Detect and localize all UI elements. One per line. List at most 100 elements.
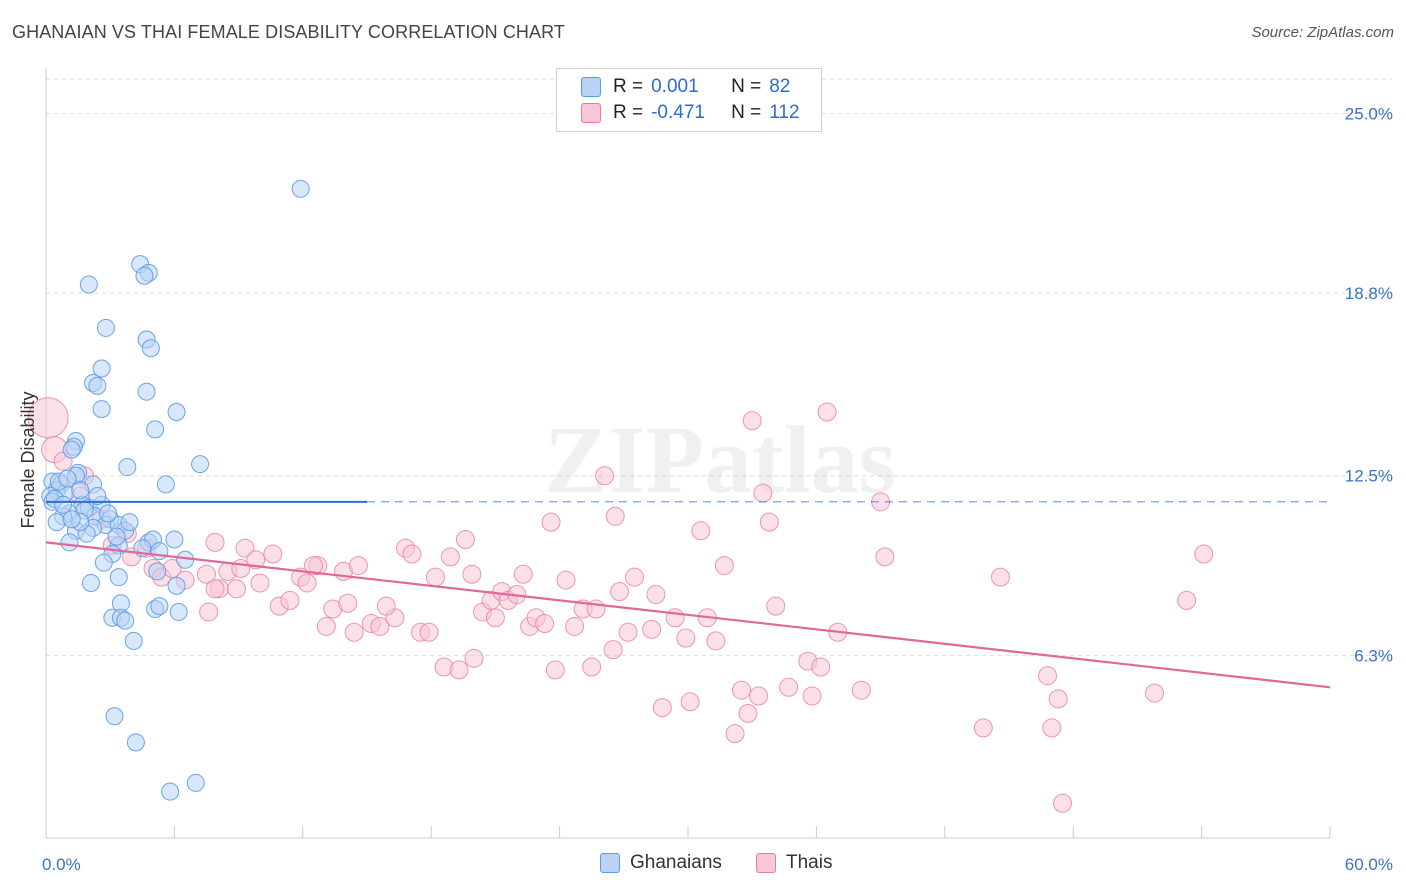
ghanaians-point: [79, 275, 98, 294]
thais-point: [875, 547, 895, 567]
ghanaians-point: [148, 562, 167, 581]
thais-point: [1177, 590, 1197, 610]
thais-point: [226, 579, 246, 599]
ghanaians-point: [291, 179, 310, 198]
thais-point: [642, 619, 662, 639]
thais-point: [691, 521, 711, 541]
ghanaians-point: [167, 576, 186, 595]
ghanaians-point: [105, 707, 124, 726]
legend-item-ghanaians: Ghanaians: [600, 852, 722, 874]
thais-point: [304, 556, 323, 576]
x-tick-label: 0.0%: [42, 855, 81, 874]
thais-point: [605, 506, 625, 526]
ghanaians-point: [81, 573, 100, 592]
thais-point: [338, 593, 358, 613]
thais-point: [556, 570, 576, 590]
thais-point: [376, 596, 396, 616]
thais-point: [759, 512, 779, 532]
thais-point: [725, 724, 745, 744]
legend-r-label: R =: [613, 76, 644, 97]
ghanaians-point: [109, 568, 128, 587]
y-tick-label: 6.3%: [1354, 646, 1393, 665]
ghanaians-point: [99, 504, 118, 523]
ghanaians-point: [124, 631, 143, 650]
legend-row-thais: R = -0.471 N = 112: [581, 101, 800, 125]
legend-r-value: 0.001: [651, 76, 699, 97]
ghanaians-point: [191, 455, 210, 474]
thais-point: [811, 657, 831, 677]
thais-point: [742, 411, 762, 431]
ghanaians-point: [169, 602, 188, 621]
thais-point: [749, 686, 769, 706]
thais-point: [646, 585, 666, 605]
ghanaians-point: [165, 530, 184, 549]
thais-point: [197, 564, 216, 584]
ghanaians-point: [186, 773, 205, 792]
ghanaians-point: [135, 266, 154, 285]
watermark: ZIPatlas: [544, 406, 896, 513]
ghanaians-point: [116, 611, 135, 630]
legend-swatch-blue: [581, 77, 601, 97]
x-tick-label: 60.0%: [1345, 855, 1393, 874]
ghanaians-point: [60, 533, 79, 552]
x-tick-labels: 0.0% 60.0%: [42, 855, 1393, 874]
ghanaians-point: [54, 495, 73, 514]
thais-point: [618, 622, 638, 642]
thais-point: [565, 616, 585, 636]
thais-point: [462, 564, 482, 584]
thais-point: [263, 544, 283, 564]
thais-point: [370, 616, 390, 636]
ghanaians-point: [62, 510, 81, 529]
legend-label-thais: Thais: [786, 852, 833, 873]
thais-point: [603, 640, 623, 660]
thais-point: [706, 631, 726, 651]
thais-point: [676, 628, 696, 648]
thais-point: [817, 402, 837, 422]
legend-n-label: N =: [731, 102, 762, 123]
thais-point: [851, 680, 871, 700]
ghanaians-point: [62, 440, 81, 459]
thais-point: [625, 567, 644, 587]
thais-point: [402, 544, 422, 564]
thais-point: [738, 703, 758, 723]
ghanaians-point: [107, 527, 126, 546]
thais-trend-line: [45, 541, 1331, 689]
thais-point: [316, 616, 336, 636]
ghanaians-point: [146, 420, 165, 439]
thais-point: [344, 622, 364, 642]
legend-swatch-pink: [581, 103, 601, 123]
y-tick-label: 25.0%: [1345, 104, 1393, 123]
thais-point: [464, 648, 484, 668]
ghanaians-point: [88, 376, 107, 395]
thais-point: [280, 590, 300, 610]
legend-r-label: R =: [613, 102, 644, 123]
thais-point: [1042, 718, 1062, 738]
ghanaians-points: [41, 179, 310, 801]
legend-row-ghanaians: R = 0.001 N = 82: [581, 75, 790, 99]
thais-point: [485, 608, 505, 628]
legend-swatch-pink: [756, 853, 776, 873]
ghanaians-point: [120, 513, 139, 532]
thais-point: [27, 397, 69, 439]
y-tick-label: 12.5%: [1345, 467, 1393, 486]
series-legend: Ghanaians Thais: [0, 852, 1406, 878]
thais-point: [246, 550, 266, 570]
thais-point: [199, 602, 219, 622]
ghanaians-point: [118, 458, 137, 477]
ghanaians-point: [126, 733, 145, 752]
ghanaians-point: [47, 513, 66, 532]
thais-point: [779, 677, 799, 697]
thais-point: [205, 532, 225, 552]
legend-n-value: 82: [769, 76, 791, 97]
ghanaians-point: [92, 359, 111, 378]
y-axis-label: Female Disability: [18, 391, 38, 528]
thais-point: [582, 657, 602, 677]
ghanaians-point: [92, 400, 111, 419]
thais-point: [990, 567, 1010, 587]
thais-point: [250, 573, 270, 593]
ghanaians-point: [156, 475, 175, 494]
thais-point: [1053, 793, 1072, 813]
thais-point: [425, 567, 445, 587]
thais-point: [665, 608, 685, 628]
thais-point: [802, 686, 822, 706]
